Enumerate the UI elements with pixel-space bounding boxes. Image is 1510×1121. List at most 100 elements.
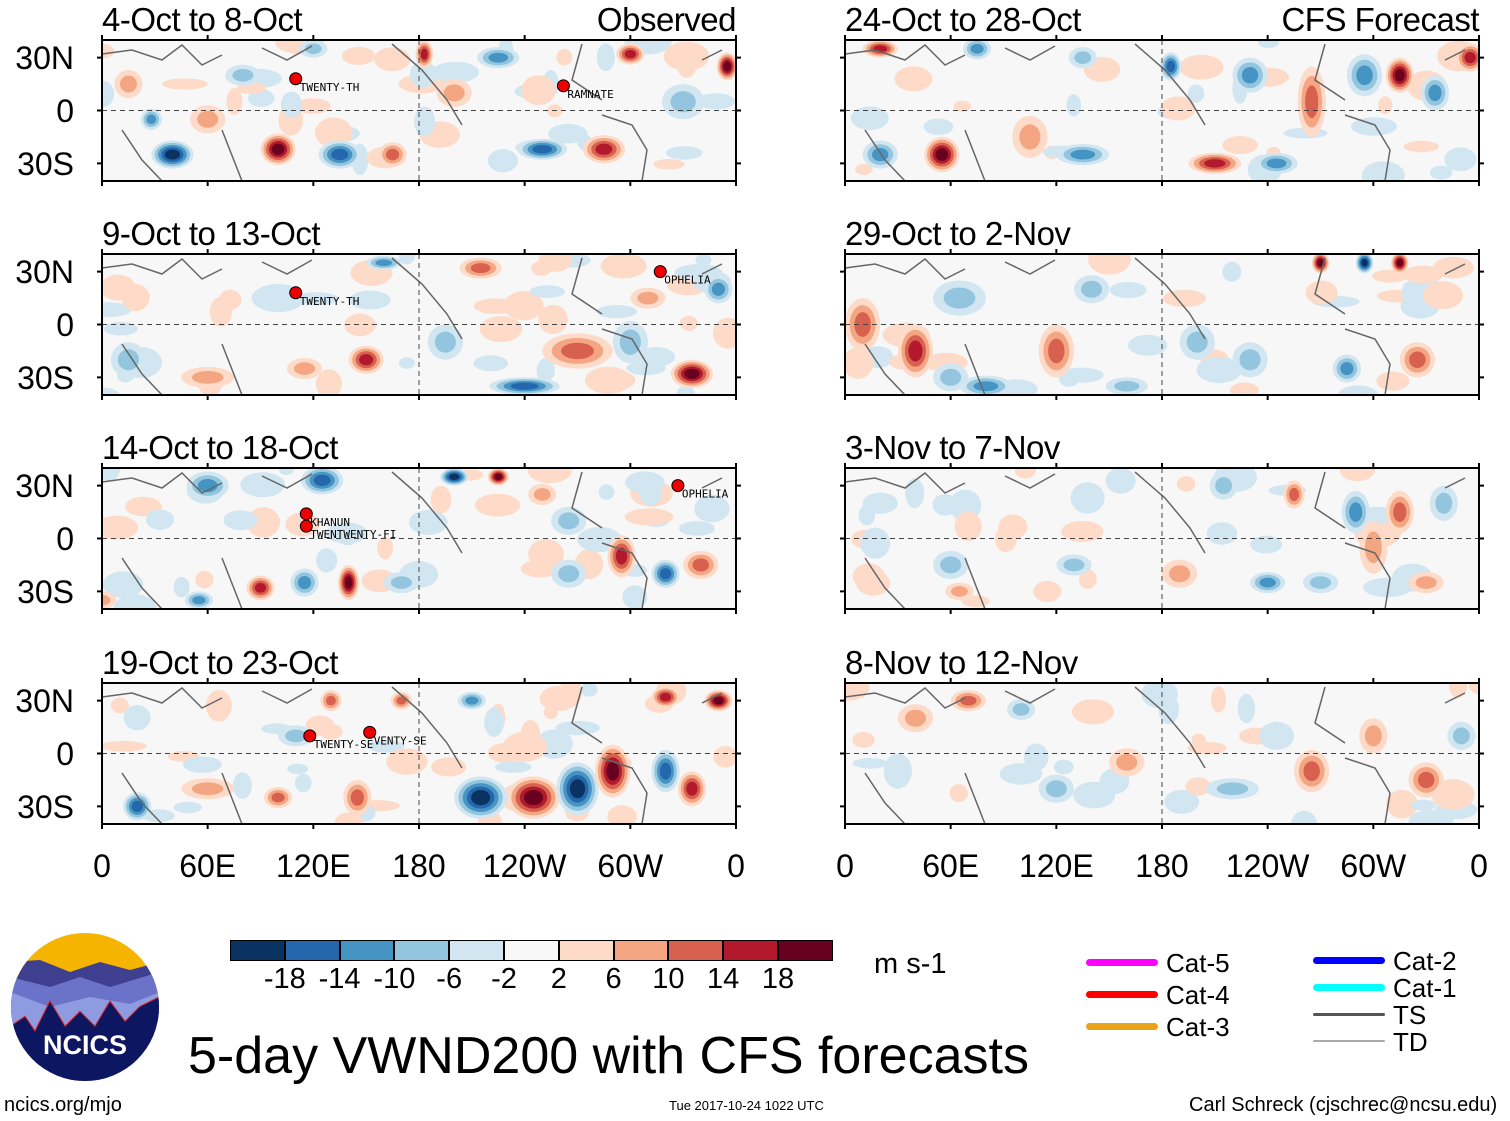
anomaly-patch: [1014, 468, 1036, 479]
anomaly-patch: [923, 118, 954, 135]
anomaly-patch: [588, 369, 636, 391]
storm-label: RAMNATE: [567, 88, 613, 101]
anomaly-patch: [695, 254, 712, 267]
anomaly-patch: [596, 304, 638, 319]
anomaly-patch: [1073, 781, 1116, 809]
anomaly-patch: [226, 87, 243, 115]
colorbar-label: -10: [373, 963, 416, 995]
lat-label: 30N: [15, 468, 74, 504]
anomaly-patch: [1061, 520, 1104, 543]
anomaly-patch: [555, 720, 600, 736]
footer-author: Carl Schreck (cjschrec@ncsu.edu): [1189, 1094, 1498, 1116]
northerly-anomaly: [659, 568, 672, 580]
anomaly-patch: [123, 704, 151, 731]
colorbar-label: -2: [491, 963, 517, 995]
northerly-anomaly: [192, 596, 206, 605]
northerly-anomaly: [285, 729, 307, 743]
anomaly-patch: [102, 80, 115, 108]
northerly-anomaly: [488, 52, 509, 63]
southerly-anomaly: [908, 340, 923, 362]
anomaly-patch: [121, 283, 150, 312]
colorbar-swatch: [778, 940, 833, 961]
northerly-anomaly: [970, 43, 984, 54]
northerly-anomaly: [940, 368, 962, 386]
anomaly-patch: [474, 493, 521, 517]
colorbar-swatch: [504, 940, 559, 961]
anomaly-patch: [484, 707, 504, 737]
lat-label: 30S: [17, 789, 74, 825]
map-panel: TWENTY-TH RAMNATE: [97, 35, 741, 186]
southerly-anomaly: [1464, 51, 1476, 64]
southerly-anomaly: [684, 368, 700, 379]
southerly-anomaly: [1305, 85, 1319, 119]
anomaly-patch: [377, 536, 394, 560]
northerly-anomaly: [1361, 259, 1368, 267]
southerly-anomaly: [523, 789, 543, 806]
anomaly-patch: [852, 563, 885, 590]
panel-title: 14-Oct to 18-Oct: [102, 429, 338, 466]
anomaly-patch: [1361, 161, 1405, 181]
anomaly-patch: [1141, 683, 1178, 709]
anomaly-patch: [953, 100, 972, 112]
anomaly-patch: [398, 357, 415, 369]
storm-marker-icon: [653, 265, 667, 279]
legend-label: Cat-5: [1166, 948, 1230, 978]
lat-label: 30S: [17, 574, 74, 610]
anomaly-patch: [209, 297, 233, 327]
lat-label: 0: [56, 521, 74, 557]
anomaly-patch: [1079, 569, 1097, 589]
anomaly-patch: [548, 124, 588, 144]
colorbar-swatch: [723, 940, 778, 961]
anomaly-patch: [1187, 84, 1205, 103]
southerly-anomaly: [443, 84, 465, 102]
northerly-anomaly: [1309, 576, 1332, 589]
northerly-anomaly: [1239, 349, 1261, 371]
southerly-anomaly: [191, 371, 224, 384]
anomaly-patch: [694, 494, 730, 523]
southerly-anomaly: [1204, 159, 1226, 168]
anomaly-patch: [1350, 117, 1397, 136]
lon-label: 120E: [1018, 848, 1094, 884]
anomaly-patch: [1185, 777, 1211, 796]
northerly-anomaly: [313, 474, 331, 486]
anomaly-patch: [653, 158, 685, 170]
northerly-anomaly: [1452, 727, 1470, 745]
anomaly-patch: [173, 801, 203, 814]
anomaly-patch: [487, 149, 519, 173]
anomaly-patch: [110, 697, 129, 714]
northerly-anomaly: [1435, 492, 1453, 514]
anomaly-patch: [414, 106, 436, 137]
anomaly-patch: [1339, 468, 1376, 482]
anomaly-patch: [479, 316, 523, 343]
northerly-anomaly: [1166, 60, 1176, 73]
southerly-anomaly: [624, 49, 636, 59]
northerly-anomaly: [558, 512, 580, 530]
anomaly-patch: [232, 772, 252, 799]
northerly-anomaly: [471, 789, 491, 806]
legend-label: Cat-1: [1393, 973, 1457, 1003]
footer-url[interactable]: ncics.org/mjo: [4, 1094, 122, 1116]
anomaly-patch: [173, 576, 190, 598]
anomaly-patch: [559, 683, 583, 708]
southerly-anomaly: [1396, 259, 1403, 267]
southerly-anomaly: [197, 110, 219, 128]
anomaly-patch: [341, 46, 376, 65]
anomaly-patch: [1176, 476, 1196, 492]
anomaly-patch: [319, 723, 343, 740]
northerly-anomaly: [164, 149, 181, 160]
anomaly-patch: [536, 358, 555, 383]
anomaly-patch: [556, 49, 573, 66]
anomaly-patch: [102, 43, 115, 59]
northerly-anomaly: [390, 576, 412, 589]
anomaly-patch: [678, 521, 715, 536]
lon-label: 0: [93, 848, 111, 884]
anomaly-patch: [1023, 743, 1049, 771]
northerly-anomaly: [1349, 502, 1363, 522]
southerly-anomaly: [191, 782, 224, 796]
northerly-anomaly: [1186, 331, 1208, 353]
colorbar-label: -14: [318, 963, 361, 995]
lon-label: 0: [727, 848, 745, 884]
colorbar-swatch: [449, 940, 504, 961]
legend-label: TS: [1393, 1000, 1427, 1030]
